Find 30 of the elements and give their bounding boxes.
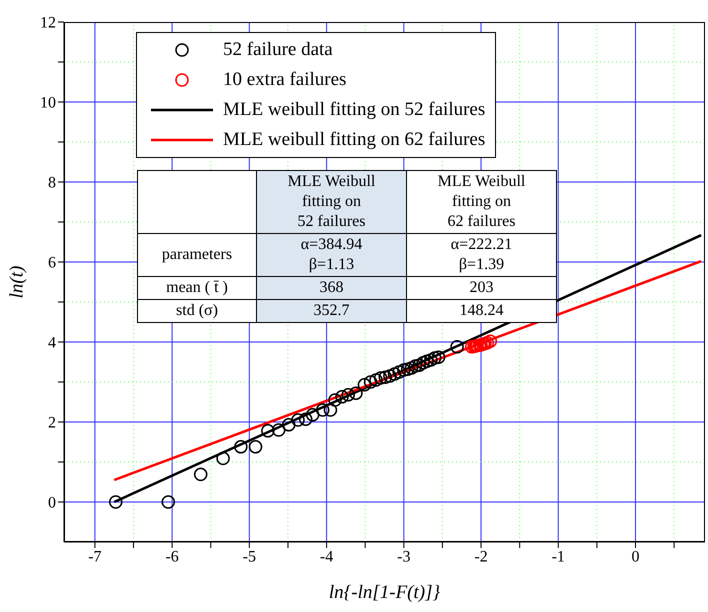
y-tick-label: 12 bbox=[40, 14, 56, 32]
y-tick-label: 0 bbox=[48, 494, 56, 512]
y-tick-label: 10 bbox=[40, 94, 56, 112]
annotation: 352.7 bbox=[256, 300, 406, 322]
annotation: 203 bbox=[406, 276, 556, 300]
y-tick-label: 2 bbox=[48, 414, 56, 432]
annotation: α=222.21 β=1.39 bbox=[406, 234, 556, 276]
legend-label: MLE weibull fitting on 52 failures bbox=[223, 99, 486, 121]
x-tick-label: -6 bbox=[165, 548, 179, 566]
x-tick-label: -3 bbox=[397, 548, 410, 566]
x-tick-label: -5 bbox=[242, 548, 256, 566]
x-axis-title: ln{-ln[1-F(t)]} bbox=[328, 582, 441, 603]
x-tick-label: -4 bbox=[320, 548, 334, 566]
annotation: std (σ) bbox=[138, 300, 256, 322]
annotation: parameters bbox=[138, 234, 256, 276]
annotation: α=384.94 β=1.13 bbox=[256, 234, 406, 276]
x-tick-label: -7 bbox=[88, 548, 102, 566]
y-tick-label: 4 bbox=[48, 334, 56, 352]
x-tick-label: -1 bbox=[552, 548, 565, 566]
y-tick-label: 8 bbox=[48, 174, 56, 192]
y-axis-title: ln(t) bbox=[6, 266, 28, 298]
x-tick-label: 0 bbox=[631, 548, 640, 566]
legend-label: 10 extra failures bbox=[223, 69, 346, 91]
legend-label: MLE weibull fitting on 62 failures bbox=[223, 129, 486, 151]
annotation: 148.24 bbox=[406, 300, 556, 322]
annotation: 368 bbox=[256, 276, 406, 300]
x-tick-label: -2 bbox=[474, 548, 488, 566]
legend-label: 52 failure data bbox=[223, 39, 333, 61]
annotation: mean ( t̄ ) bbox=[138, 276, 256, 300]
y-tick-label: 6 bbox=[48, 254, 56, 272]
